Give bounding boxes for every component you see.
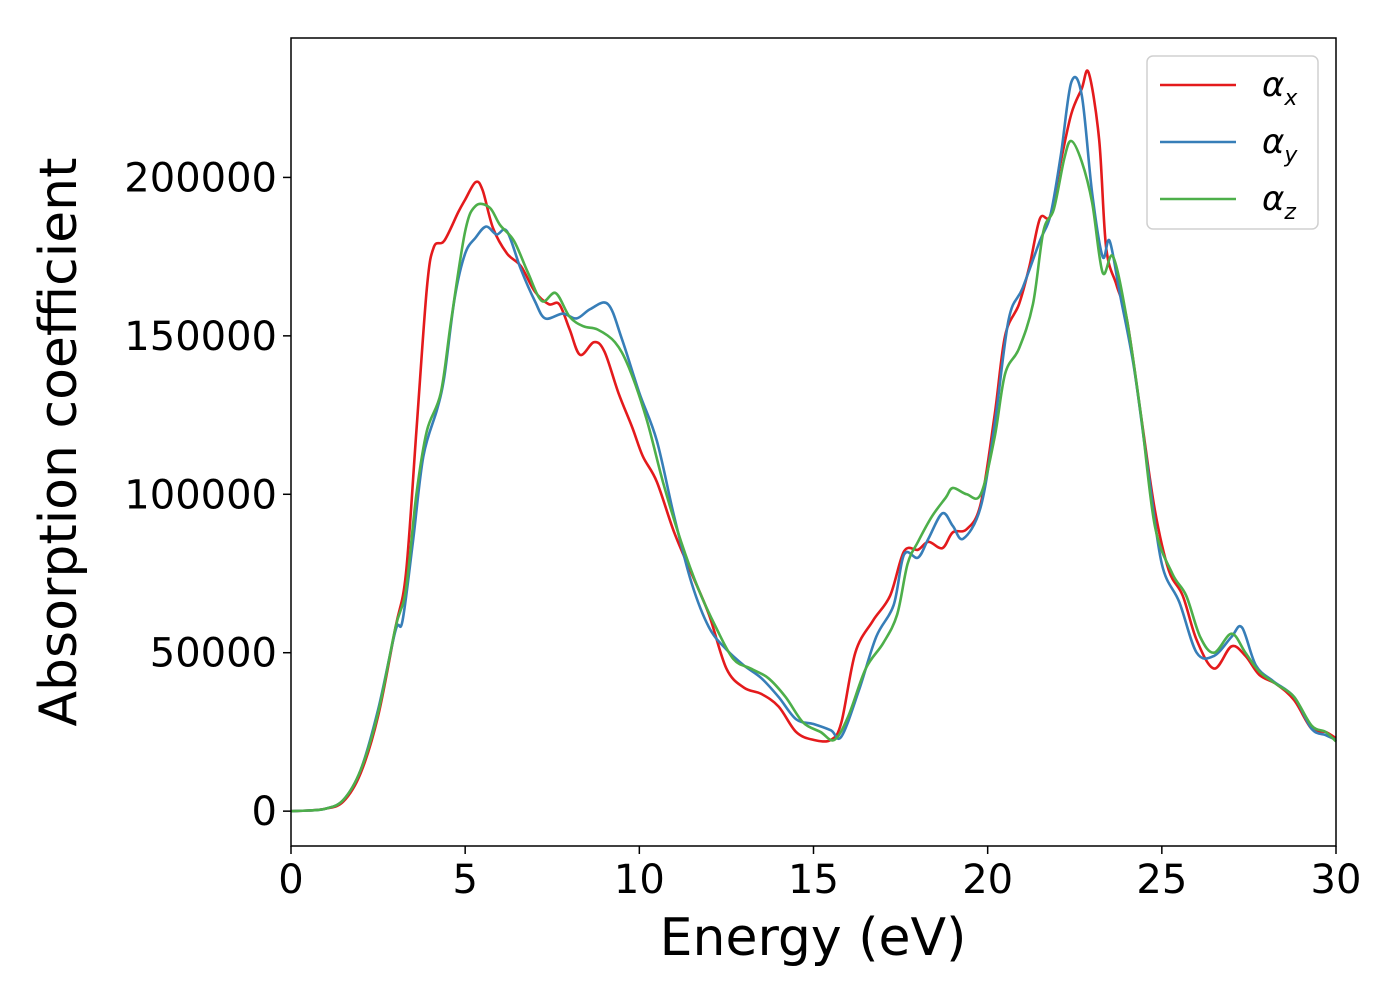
y-tick-label: 100000	[124, 472, 277, 518]
x-tick-label: 5	[452, 857, 477, 903]
y-tick-label: 50000	[150, 631, 277, 677]
x-tick-label: 15	[788, 857, 839, 903]
x-axis: 0 5 10 15 20 25 30	[278, 846, 1361, 903]
y-axis: 0 50000 100000 150000 200000	[124, 155, 291, 835]
y-tick-label: 150000	[124, 314, 277, 360]
y-tick-label: 200000	[124, 155, 277, 201]
series-line-z	[290, 139, 1337, 813]
x-axis-title: Energy (eV)	[660, 908, 967, 968]
series-layer	[290, 69, 1337, 813]
legend-label-x: αx	[1262, 65, 1298, 111]
x-tick-label: 10	[614, 857, 665, 903]
x-tick-label: 25	[1136, 857, 1187, 903]
x-tick-label: 20	[962, 857, 1013, 903]
y-axis-title: Absorption coefficient	[29, 157, 89, 726]
y-tick-label: 0	[252, 789, 277, 835]
x-tick-label: 0	[278, 857, 303, 903]
x-tick-label: 30	[1311, 857, 1362, 903]
